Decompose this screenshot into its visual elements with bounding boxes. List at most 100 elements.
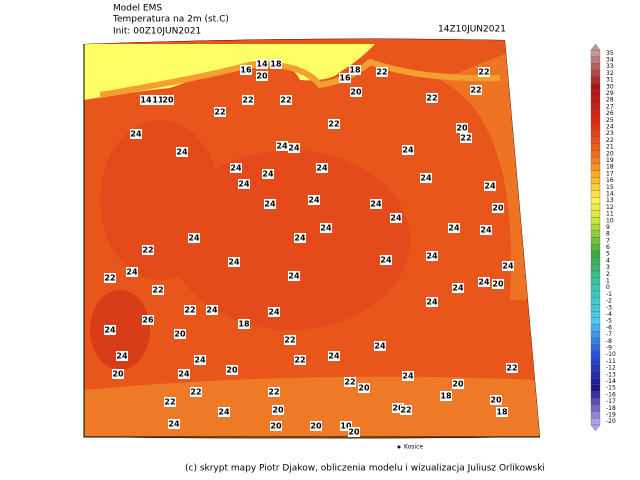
colorbar-label: 23	[606, 130, 614, 137]
label-box	[262, 169, 274, 179]
label-box	[350, 87, 362, 97]
contour-label: 20	[492, 280, 504, 289]
contour-label: 18	[270, 60, 282, 69]
colorbar-label: 12	[606, 204, 614, 211]
valid-time: 14Z10JUN2021	[438, 25, 506, 35]
contour-label: 20	[350, 88, 362, 97]
label-box	[238, 179, 250, 189]
contour-label: 24	[168, 420, 180, 429]
colorbar-label: -1	[606, 291, 612, 298]
label-box	[152, 95, 164, 105]
label-box	[492, 279, 504, 289]
contour-label: 24	[262, 170, 274, 179]
contour-label: 18	[349, 66, 361, 75]
contour-label: 20	[112, 370, 124, 379]
contour-label: 24	[276, 142, 288, 151]
label-box	[142, 315, 154, 325]
colorbar-swatch	[590, 317, 601, 325]
label-box	[426, 297, 438, 307]
colorbar-label: 21	[606, 144, 614, 151]
colorbar-label: -20	[606, 418, 616, 425]
colorbar-swatch	[590, 96, 601, 104]
label-box	[370, 199, 382, 209]
city-name: Kosice	[404, 444, 423, 451]
label-box	[104, 325, 116, 335]
contour-label: 24	[452, 284, 464, 293]
colorbar-swatch	[590, 344, 601, 352]
colorbar-label: 7	[606, 237, 610, 244]
colorbar-label: -11	[606, 358, 616, 365]
contour-label: 24	[402, 372, 414, 381]
label-box	[484, 181, 496, 191]
colorbar-arrow	[590, 43, 601, 51]
label-box	[264, 199, 276, 209]
contour-label: 22	[470, 86, 481, 95]
colorbar-label: -2	[606, 298, 612, 305]
label-box	[478, 67, 490, 77]
colorbar-swatch	[590, 177, 601, 185]
contour-label: 20	[490, 396, 502, 405]
colorbar-swatch	[590, 63, 601, 71]
colorbar-label: 1	[606, 278, 610, 285]
contour-label: 22	[280, 96, 291, 105]
label-box	[214, 107, 226, 117]
contour-label: 20	[272, 406, 284, 415]
colorbar-label: 10	[606, 217, 614, 224]
colorbar-swatch	[590, 297, 601, 305]
contour-label: 24	[480, 226, 492, 235]
contour-label: 24	[502, 262, 514, 271]
colorbar-swatch	[590, 150, 601, 158]
colorbar-swatch	[590, 90, 601, 98]
label-box	[490, 395, 502, 405]
label-box	[344, 377, 356, 387]
colorbar-swatch	[590, 223, 601, 231]
colorbar-label: 17	[606, 170, 614, 177]
colorbar-swatch	[590, 250, 601, 258]
contour-label: 22	[214, 108, 225, 117]
label-box	[240, 65, 252, 75]
colorbar-label: -4	[606, 311, 612, 318]
colorbar-label: 18	[606, 164, 614, 171]
label-box	[294, 355, 306, 365]
contour-label: 24	[238, 180, 250, 189]
contour-label: 24	[294, 234, 306, 243]
colorbar-swatch	[590, 337, 601, 345]
contour-label: 10	[340, 422, 352, 431]
contour-label: 20	[256, 72, 268, 81]
label-box	[349, 65, 361, 75]
contour-label: 24	[316, 164, 328, 173]
colorbar-label: 27	[606, 103, 614, 110]
colorbar-label: 6	[606, 244, 610, 251]
colorbar-swatch	[590, 244, 601, 252]
colorbar-label: -19	[606, 411, 616, 418]
model-name: Model EMS	[113, 4, 162, 14]
label-box	[228, 257, 240, 267]
label-box	[116, 351, 128, 361]
label-box	[280, 95, 292, 105]
colorbar-label: -12	[606, 365, 616, 372]
colorbar-label: -7	[606, 331, 612, 338]
contour-label: 18	[238, 320, 250, 329]
label-box	[308, 195, 320, 205]
contour-label: 24	[228, 258, 240, 267]
colorbar-swatch	[590, 230, 601, 238]
label-box	[328, 119, 340, 129]
label-box	[206, 305, 218, 315]
label-box	[316, 163, 328, 173]
contour-label: 24	[478, 278, 490, 287]
contour-label: 22	[152, 286, 163, 295]
colorbar-swatch	[590, 143, 601, 151]
colorbar-swatch	[590, 110, 601, 118]
label-box	[242, 95, 254, 105]
colorbar-swatch	[590, 237, 601, 245]
contour-label: 22	[400, 406, 411, 415]
init-time: Init: 00Z10JUN2021	[113, 27, 201, 37]
contour-label: 24	[380, 256, 392, 265]
label-box	[340, 421, 352, 431]
contour-label: 18	[440, 392, 452, 401]
warm-area	[90, 290, 150, 370]
colorbar-label: -15	[606, 385, 616, 392]
colorbar-swatch	[590, 384, 601, 392]
label-box	[320, 223, 332, 233]
